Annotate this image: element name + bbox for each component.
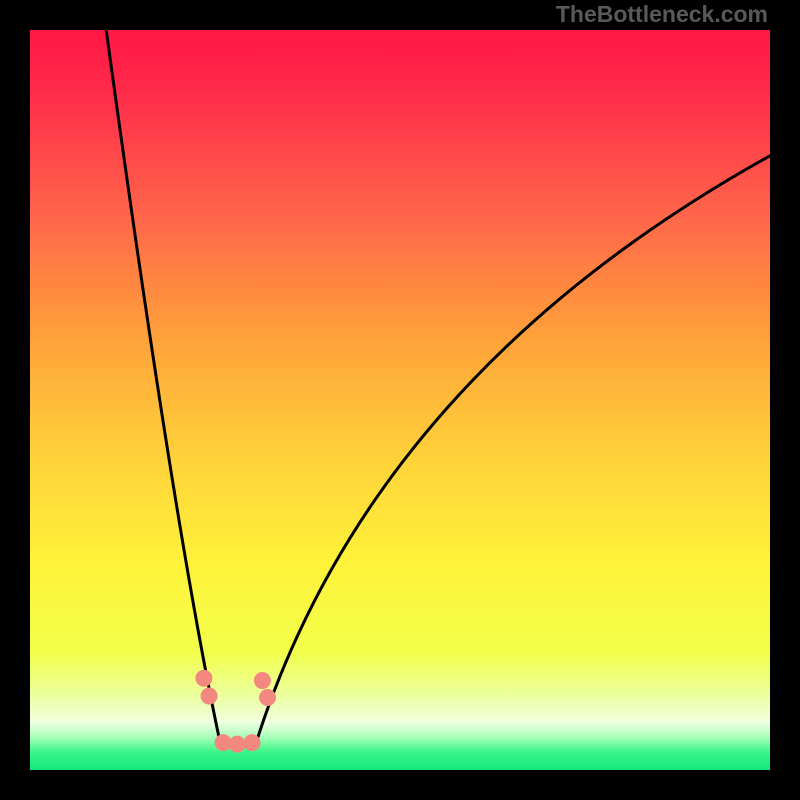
curve-marker — [215, 735, 231, 751]
curve-marker — [196, 670, 212, 686]
curve-marker — [201, 688, 217, 704]
curve-marker — [254, 672, 270, 688]
chart-svg: TheBottleneck.com — [0, 0, 800, 800]
curve-marker — [229, 736, 245, 752]
curve-marker — [244, 735, 260, 751]
watermark-text: TheBottleneck.com — [556, 1, 768, 27]
curve-marker — [260, 689, 276, 705]
gradient-background — [30, 30, 770, 770]
